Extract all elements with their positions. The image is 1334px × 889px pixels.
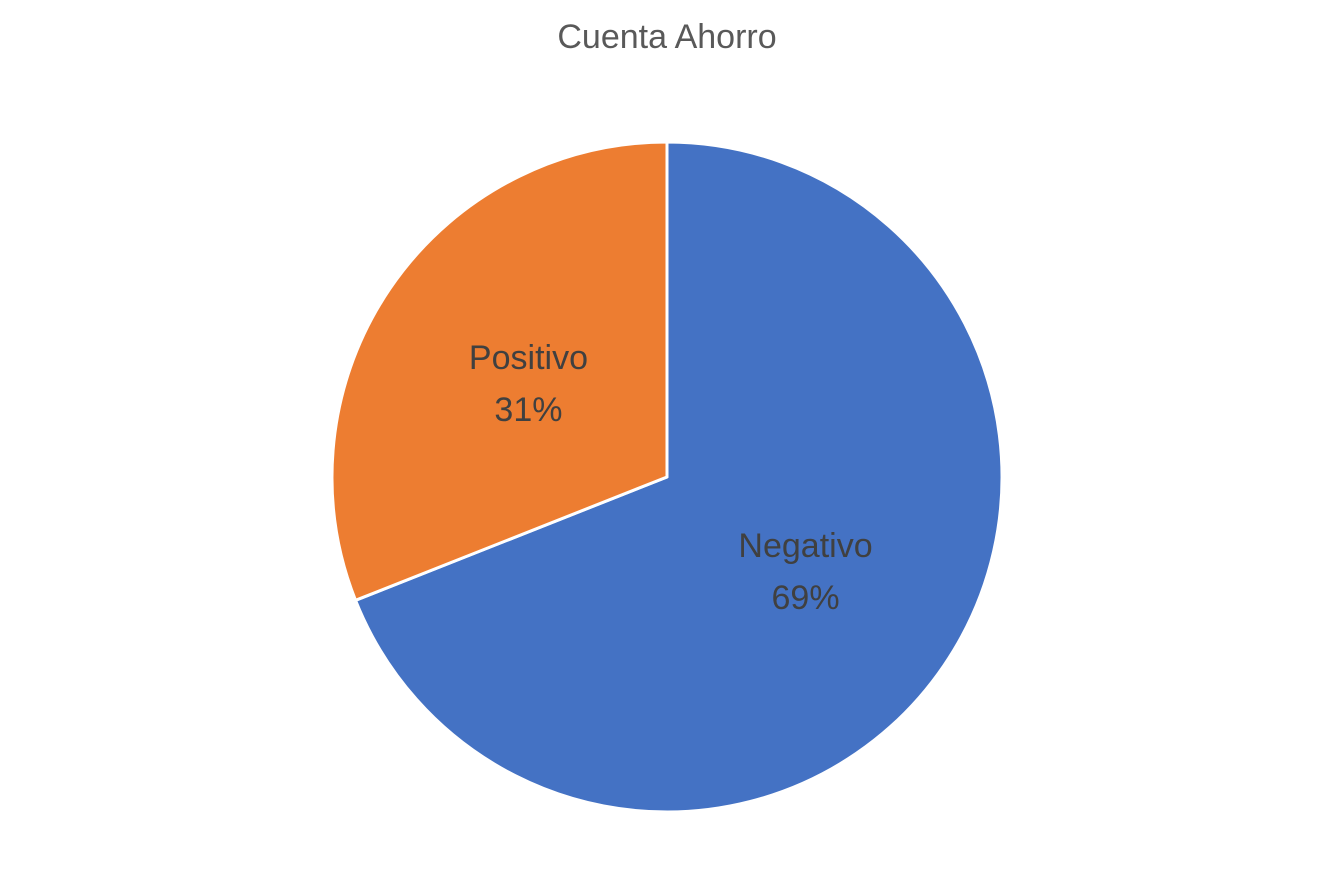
pie-slice-negativo (354, 140, 1004, 814)
pie-slices (330, 140, 1004, 814)
chart-title: Cuenta Ahorro (557, 18, 777, 56)
pie-slice-positivo (330, 140, 669, 602)
slice-percent-negativo: 69% (772, 579, 840, 617)
slice-label-positivo: Positivo (469, 339, 588, 377)
pie-labels: Negativo 69% Positivo 31% (469, 339, 873, 617)
slice-percent-positivo: 31% (494, 391, 562, 429)
slice-label-negativo: Negativo (738, 527, 872, 565)
